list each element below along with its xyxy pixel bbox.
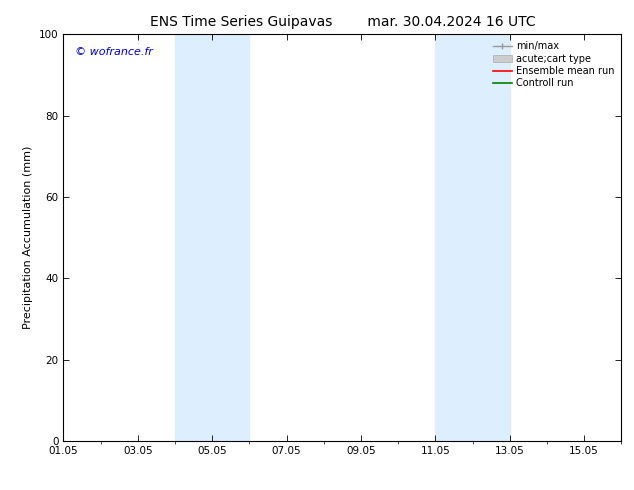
Y-axis label: Precipitation Accumulation (mm): Precipitation Accumulation (mm) (23, 146, 34, 329)
Legend: min/max, acute;cart type, Ensemble mean run, Controll run: min/max, acute;cart type, Ensemble mean … (491, 39, 616, 90)
Bar (175, 34, 249, 441)
Bar (436, 34, 510, 441)
Text: © wofrance.fr: © wofrance.fr (75, 47, 152, 56)
Title: ENS Time Series Guipavas        mar. 30.04.2024 16 UTC: ENS Time Series Guipavas mar. 30.04.2024… (150, 15, 535, 29)
